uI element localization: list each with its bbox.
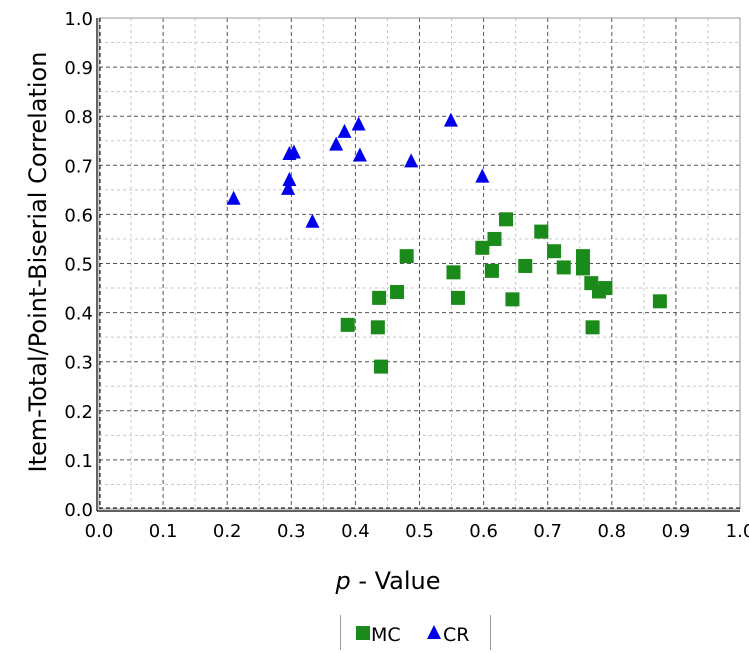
point-cr: [226, 190, 241, 205]
point-cr: [337, 123, 352, 138]
point-cr: [443, 112, 458, 127]
point-cr: [404, 153, 419, 168]
y-tick-label: 0.0: [64, 500, 93, 521]
point-mc: [505, 292, 520, 307]
x-tick-label: 0.5: [405, 521, 434, 542]
y-tick-label: 0.8: [64, 107, 93, 128]
legend-mc-label: MC: [371, 624, 401, 646]
y-tick-label: 0.5: [64, 255, 93, 276]
point-mc: [585, 320, 600, 335]
point-mc: [370, 320, 385, 335]
point-mc: [575, 261, 590, 276]
x-tick-label: 0.2: [213, 521, 242, 542]
y-tick-label: 0.9: [64, 58, 93, 79]
point-cr: [475, 168, 490, 183]
point-mc: [475, 240, 490, 255]
data-points: [226, 112, 667, 374]
point-mc: [374, 359, 389, 374]
point-mc: [575, 249, 590, 264]
x-axis-title-italic: p: [334, 567, 350, 595]
point-mc: [534, 224, 549, 239]
point-mc: [450, 290, 465, 305]
legend-item-cr: CR: [427, 624, 469, 646]
x-tick-label: 0.9: [662, 521, 691, 542]
x-tick-label: 0.3: [277, 521, 306, 542]
point-mc: [372, 290, 387, 305]
point-cr: [286, 144, 301, 159]
point-mc: [399, 249, 414, 264]
legend-cr-marker: [427, 625, 441, 639]
legend-item-mc: MC: [356, 624, 401, 646]
y-tick-label: 0.1: [64, 451, 93, 472]
point-mc: [340, 317, 355, 332]
point-mc: [547, 244, 562, 259]
y-tick-label: 0.7: [64, 156, 93, 177]
legend: MC CR: [340, 615, 491, 650]
point-cr: [329, 136, 344, 151]
point-cr: [351, 116, 366, 131]
x-axis-title: p - Value: [334, 567, 440, 595]
legend-mc-marker: [356, 626, 370, 640]
y-tick-label: 0.2: [64, 402, 93, 423]
y-tick-label: 0.3: [64, 353, 93, 374]
point-mc: [390, 284, 405, 299]
tick-labels: 0.0 0.1 0.2 0.3 0.4 0.5 0.6 0.7 0.8 0.9 1.0 0.0 0.1 0…: [64, 9, 749, 542]
x-tick-label: 0.1: [149, 521, 178, 542]
y-axis-title: Item-Total/Point-Biserial Correlation: [24, 52, 52, 473]
point-mc: [652, 294, 667, 309]
y-tick-label: 0.4: [64, 304, 93, 325]
point-cr: [352, 147, 367, 162]
point-cr: [282, 172, 297, 187]
x-tick-label: 1.0: [726, 521, 749, 542]
point-mc: [598, 281, 613, 296]
x-tick-label: 0.6: [469, 521, 498, 542]
legend-cr-label: CR: [443, 624, 469, 646]
y-tick-label: 0.6: [64, 205, 93, 226]
point-mc: [499, 212, 514, 227]
grid-lines: [99, 18, 740, 509]
point-mc: [518, 258, 533, 273]
x-tick-label: 0.4: [341, 521, 370, 542]
point-mc: [484, 263, 499, 278]
axes: [96, 18, 740, 512]
x-tick-label: 0.8: [597, 521, 626, 542]
y-tick-label: 1.0: [64, 9, 93, 30]
x-axis-title-rest: - Value: [351, 567, 441, 595]
point-cr: [281, 180, 296, 195]
point-mc: [487, 231, 502, 246]
x-tick-label: 0.7: [533, 521, 562, 542]
x-tick-label: 0.0: [85, 521, 114, 542]
point-mc: [556, 260, 571, 275]
point-cr: [305, 213, 320, 228]
point-mc: [446, 265, 461, 280]
plot-border: [98, 17, 741, 510]
